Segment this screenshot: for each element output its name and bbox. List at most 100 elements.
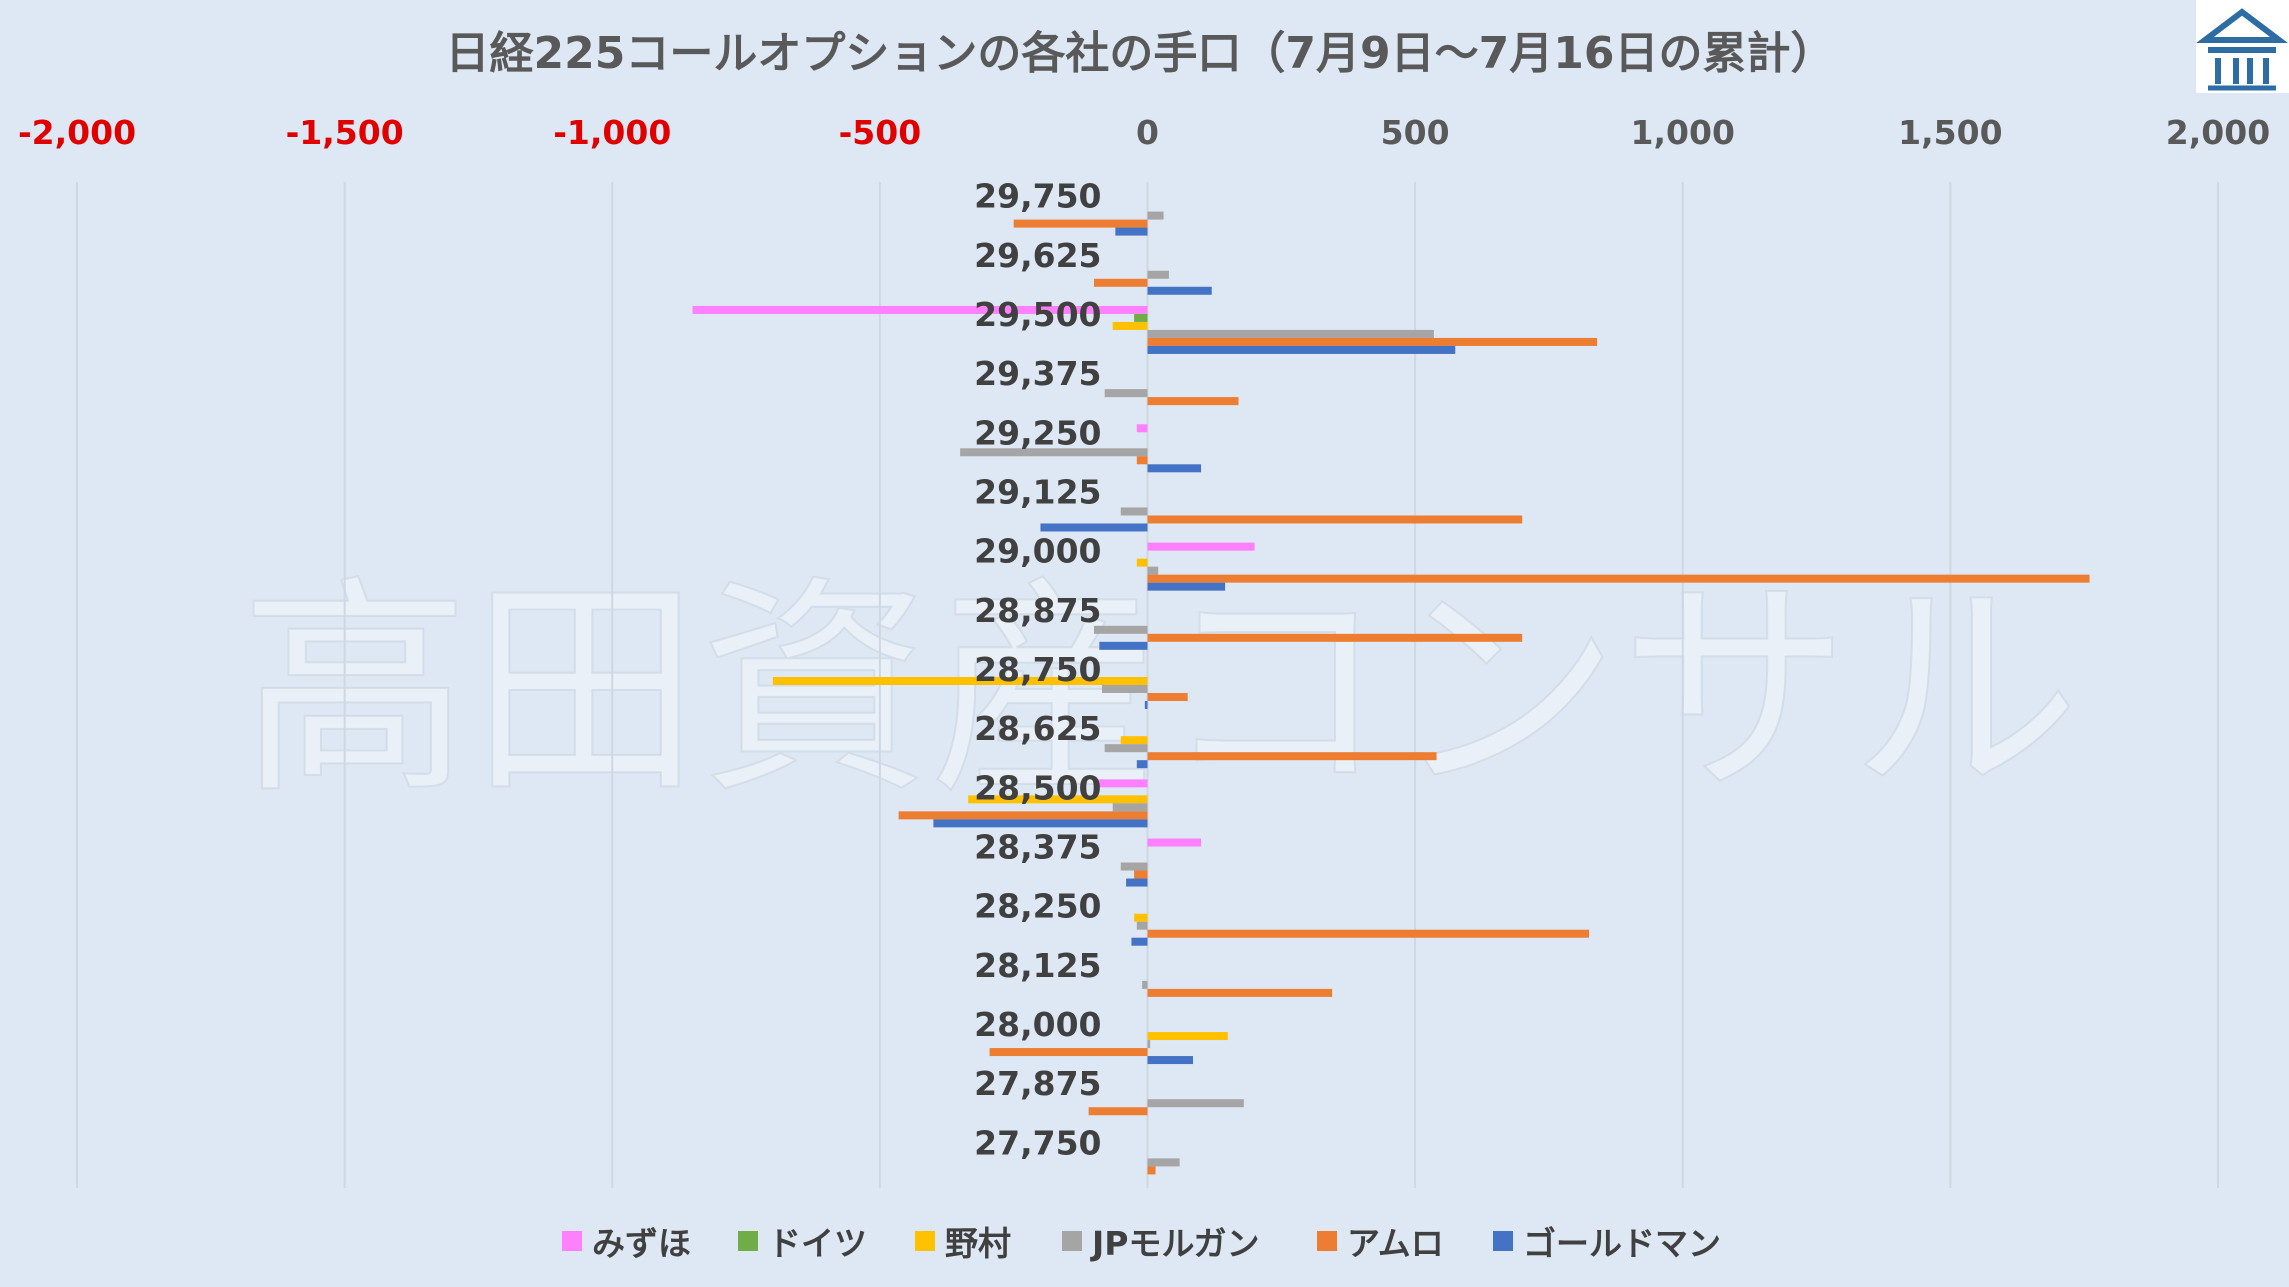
legend-label: ゴールドマン: [1523, 1224, 1721, 1263]
category-label: 29,500: [974, 295, 1101, 334]
legend-swatch: [738, 1231, 758, 1251]
bar: [933, 819, 1148, 828]
legend-swatch: [562, 1231, 582, 1251]
category-label: 28,250: [974, 887, 1101, 926]
x-axis-ticks: -2,000 -1,500 -1,000 -500 0 500 1,000 1,500 2,00…: [18, 113, 2270, 152]
bar: [1134, 913, 1148, 922]
x-tick-label: -1,000: [553, 113, 671, 152]
category-label: 29,750: [974, 177, 1101, 216]
bar: [1088, 1107, 1148, 1116]
bar: [1102, 685, 1148, 693]
category-label: 29,000: [974, 532, 1101, 571]
bar: [1136, 921, 1148, 930]
bar: [1147, 1040, 1151, 1049]
legend-swatch: [915, 1231, 935, 1251]
category-labels: 29,750 29,625 29,500 29,375 29,250 29,125 29,0…: [974, 177, 1101, 1163]
bar: [1147, 329, 1434, 338]
x-tick-label: 1,500: [1898, 113, 2002, 152]
bar: [1093, 278, 1148, 287]
bar: [1126, 878, 1148, 887]
bar: [1134, 870, 1148, 879]
bar: [1147, 270, 1169, 279]
bar: [1147, 752, 1437, 761]
category-label: 29,250: [974, 413, 1101, 452]
x-tick-label: 500: [1381, 113, 1450, 152]
bar: [1136, 424, 1148, 433]
legend-swatch: [1493, 1231, 1513, 1251]
bar: [772, 677, 1148, 685]
bar: [1147, 515, 1523, 524]
bar: [1147, 1158, 1180, 1167]
legend-swatch: [1062, 1231, 1082, 1251]
bar: [1104, 744, 1148, 753]
bar: [1147, 286, 1212, 295]
x-tick-label: 0: [1136, 113, 1159, 152]
bar: [1013, 219, 1148, 228]
bar: [1147, 345, 1456, 354]
x-tick-label: -1,500: [286, 113, 404, 152]
legend: みずほ ドイツ 野村 JPモルガン アムロ ゴールドマン: [562, 1224, 1721, 1263]
bar: [692, 305, 1148, 314]
bar: [1147, 582, 1226, 591]
bar: [1147, 1166, 1156, 1175]
bar: [1147, 542, 1255, 551]
bar: [1136, 456, 1148, 465]
bar: [1147, 633, 1523, 642]
watermark-text: 高田資産コンサル: [240, 558, 2080, 825]
bar: [1134, 313, 1148, 322]
bar: [1144, 701, 1148, 709]
category-label: 28,125: [974, 946, 1101, 985]
bar: [1115, 227, 1148, 236]
bar: [1099, 641, 1148, 650]
category-label: 28,875: [974, 591, 1101, 630]
legend-label: JPモルガン: [1090, 1224, 1259, 1263]
bar: [1120, 862, 1148, 871]
category-label: 29,625: [974, 236, 1101, 275]
category-label: 28,375: [974, 828, 1101, 867]
bar: [960, 448, 1148, 457]
bar: [1147, 1032, 1228, 1041]
x-tick-label: 2,000: [2166, 113, 2270, 152]
legend-swatch: [1317, 1231, 1337, 1251]
chart-title: 日経225コールオプションの各社の手口（7月9日～7月16日の累計）: [446, 28, 1835, 79]
bar: [1112, 321, 1148, 330]
bar: [1147, 397, 1239, 406]
category-label: 28,625: [974, 709, 1101, 748]
bar: [1147, 1056, 1193, 1065]
category-label: 28,750: [974, 650, 1101, 689]
bar: [1147, 574, 2090, 583]
category-label: 27,875: [974, 1064, 1101, 1103]
bar: [1120, 507, 1148, 516]
x-tick-label: -2,000: [18, 113, 136, 152]
legend-label: アムロ: [1347, 1224, 1444, 1263]
bar: [1131, 937, 1148, 946]
bar: [1120, 736, 1148, 745]
bar: [1147, 1099, 1244, 1108]
legend-label: ドイツ: [768, 1224, 867, 1263]
bars-group: [692, 211, 2090, 1175]
bar: [968, 795, 1148, 804]
bar: [1093, 625, 1148, 634]
bar: [1040, 523, 1148, 532]
category-label: 27,750: [974, 1123, 1101, 1162]
bar: [1147, 337, 1598, 346]
bar: [1093, 779, 1148, 788]
bar: [1142, 980, 1148, 989]
legend-label: 野村: [945, 1224, 1011, 1263]
category-label: 28,500: [974, 768, 1101, 807]
bar: [989, 1048, 1148, 1057]
legend-label: みずほ: [592, 1224, 691, 1263]
category-label: 28,000: [974, 1005, 1101, 1044]
bar: [1112, 803, 1148, 812]
bar: [1147, 464, 1202, 473]
category-label: 29,375: [974, 354, 1101, 393]
bar: [1147, 838, 1202, 847]
bar: [1147, 929, 1590, 938]
x-tick-label: -500: [839, 113, 922, 152]
bar: [1136, 760, 1148, 769]
bar: [1136, 558, 1148, 567]
bar: [898, 811, 1148, 820]
bar: [1147, 693, 1188, 701]
bar: [1147, 566, 1159, 575]
